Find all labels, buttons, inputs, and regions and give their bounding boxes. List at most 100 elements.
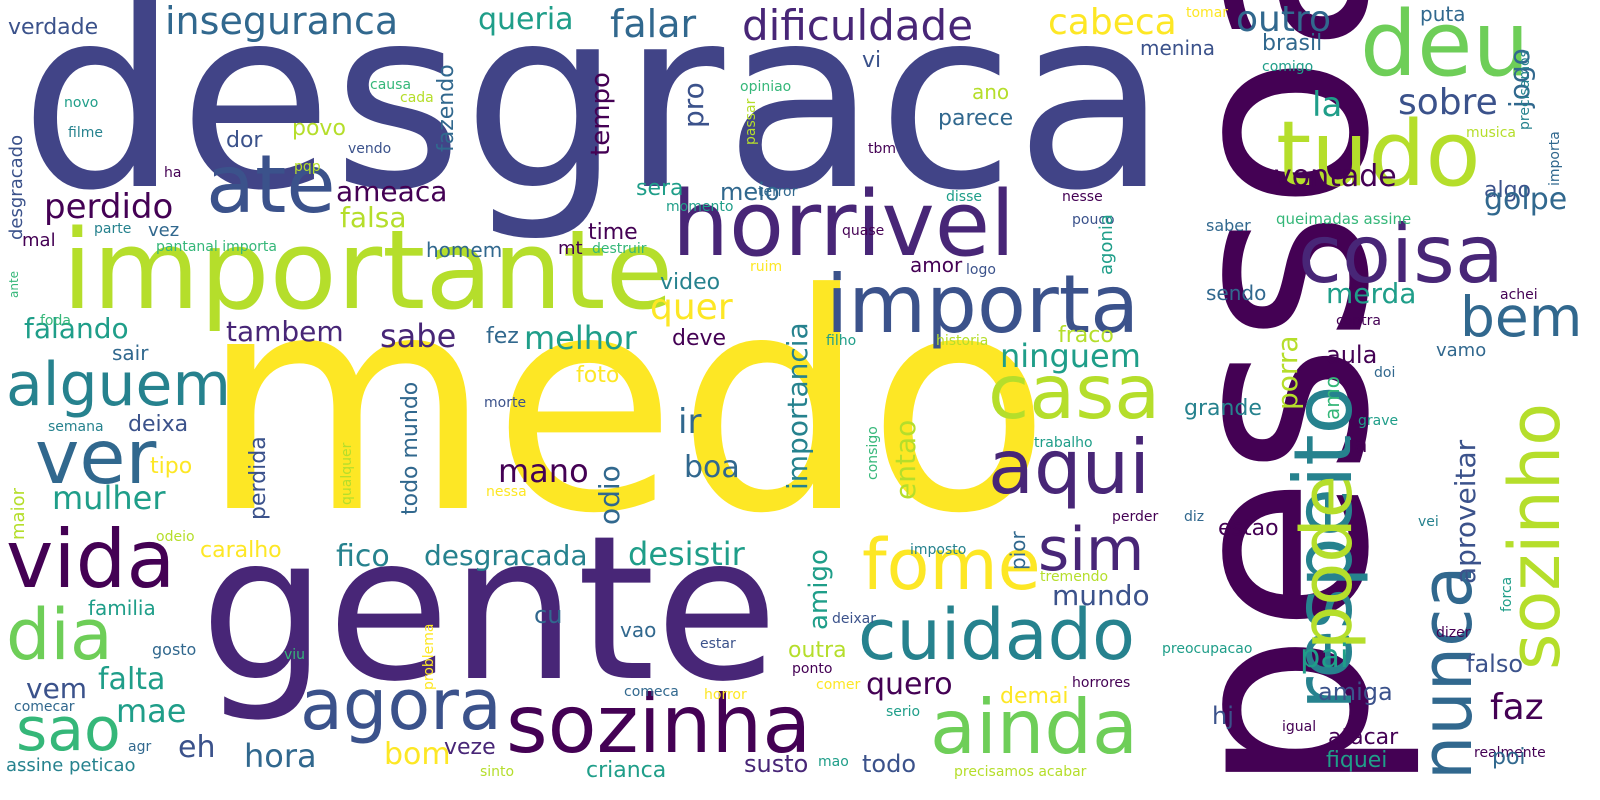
word-ameaca: ameaca <box>336 175 448 208</box>
word-consigo: consigo <box>865 426 881 480</box>
word-desgracada: desgracada <box>424 539 588 572</box>
word-casa: casa <box>988 348 1161 436</box>
word-gosto: gosto <box>152 640 197 659</box>
word-familia: familia <box>88 596 156 620</box>
word-bem: bem <box>1460 285 1583 349</box>
word-desgracado: desgracado <box>6 134 27 240</box>
word-sera: sera <box>636 176 684 201</box>
word-achei: achei <box>1500 287 1538 303</box>
word-logo: logo <box>966 262 996 278</box>
word-sobre: sobre <box>1398 82 1498 123</box>
word-entao: entao <box>889 419 922 500</box>
word-poi: poi <box>1492 745 1526 770</box>
word-trabalho: trabalho <box>1034 435 1093 451</box>
word-tudo: tudo <box>1276 102 1481 207</box>
word-opiniao: opiniao <box>740 79 792 95</box>
word-quer: quer <box>650 287 733 328</box>
word-perder: perder <box>1112 509 1159 525</box>
word-puta: puta <box>1420 2 1466 26</box>
word-crianca: crianca <box>586 758 667 783</box>
word-quero: quero <box>866 667 953 702</box>
word-pai: pai <box>1300 637 1349 675</box>
word-sozinho: sozinho <box>1494 402 1576 670</box>
word-nesse: nesse <box>1062 189 1103 205</box>
word-agora: agora <box>300 664 502 746</box>
word-tempo: tempo <box>586 72 616 156</box>
word-foto: foto <box>576 363 620 388</box>
word-veze: veze <box>444 735 496 760</box>
word-mulher: mulher <box>52 479 166 517</box>
word-estar: estar <box>700 636 736 652</box>
word-inseguranca: inseguranca <box>165 0 399 43</box>
word-comer: comer <box>816 677 861 693</box>
word-alguem: alguem <box>6 350 231 420</box>
word-pode: pode <box>1286 475 1368 650</box>
word-fome: fome <box>862 524 1041 606</box>
word-melhor: melhor <box>524 319 637 357</box>
word-vei: vei <box>1418 514 1439 530</box>
word-deu: deu <box>1360 0 1530 97</box>
word-quase: quase <box>842 223 885 239</box>
word-la: la <box>1312 85 1343 125</box>
word-parte: parte <box>94 221 132 237</box>
word-viu: viu <box>284 647 306 663</box>
word-mae: mae <box>116 692 187 730</box>
word-importancia: importancia <box>781 322 814 490</box>
word-falta: falta <box>98 662 166 697</box>
word-outra: outra <box>788 638 847 663</box>
word-mao: mao <box>818 754 849 770</box>
word-semana: semana <box>48 419 104 435</box>
word-importa: importa <box>826 258 1140 351</box>
word-pior: pior <box>1006 531 1030 570</box>
word-vida: vida <box>6 513 176 606</box>
word-perdida: perdida <box>246 436 271 520</box>
word-coisa: coisa <box>1298 208 1504 301</box>
word-filho: filho <box>826 333 857 349</box>
word-parece: parece <box>938 106 1014 131</box>
word-boa: boa <box>684 450 740 485</box>
word-tipo: tipo <box>150 454 193 479</box>
word-grande: grande <box>1184 396 1262 421</box>
word-sair: sair <box>112 341 149 365</box>
word-ano: ano <box>972 80 1010 104</box>
word-mano: mano <box>498 452 589 490</box>
word-destruir: destruir <box>592 241 647 257</box>
word-hj: hj <box>1212 702 1234 730</box>
word-vao: vao <box>620 618 657 642</box>
word-time: time <box>588 220 638 245</box>
word-sinto: sinto <box>480 764 515 780</box>
word-desgraca: desgraca <box>20 0 1169 245</box>
word-susto: susto <box>744 750 809 778</box>
word-vendo: vendo <box>348 141 392 157</box>
word-pouco: pouco <box>1072 212 1115 228</box>
word-assine-peticao: assine peticao <box>6 755 136 776</box>
word-deve: deve <box>672 326 727 351</box>
word-dia: dia <box>6 594 113 676</box>
word-contra: contra <box>1336 313 1381 329</box>
word-vontade: vontade <box>1274 159 1397 194</box>
word-pro: pro <box>677 82 710 128</box>
word-vez: vez <box>148 220 180 241</box>
word-perdido: perdido <box>44 187 174 227</box>
word-fez: fez <box>486 324 519 349</box>
word-cada: cada <box>400 90 434 106</box>
word-comecar: comecar <box>14 699 75 715</box>
word-mt: mt <box>558 238 583 259</box>
word-saber: saber <box>1206 216 1251 235</box>
word-gente: gente <box>200 493 779 726</box>
word-ninguem: ninguem <box>1000 337 1141 375</box>
word-tremendo: tremendo <box>1040 569 1109 585</box>
word-amiga: amiga <box>1318 678 1393 706</box>
word-bom: bom <box>384 737 451 772</box>
word-cu: cu <box>534 601 563 629</box>
word-demai: demai <box>1000 684 1069 709</box>
word-agr: agr <box>128 739 152 755</box>
word-mundo: mundo <box>1052 579 1150 612</box>
word-odio: odio <box>593 465 626 525</box>
word-ha: ha <box>164 165 182 181</box>
word-igual: igual <box>1282 719 1317 735</box>
word-momento: momento <box>666 199 734 215</box>
word-maior: maior <box>8 488 29 540</box>
word-diz: diz <box>1184 509 1205 525</box>
